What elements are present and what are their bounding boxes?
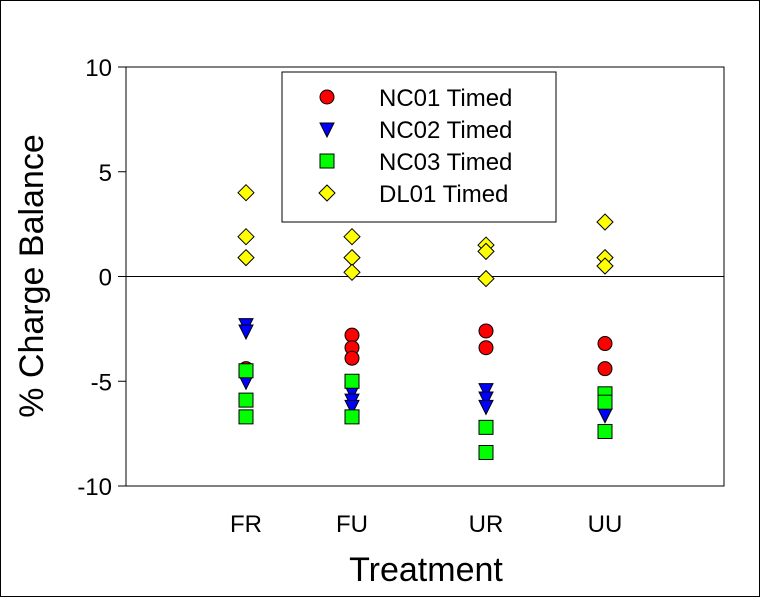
legend-label-nc03-timed: NC03 Timed [379, 149, 512, 176]
dl01-timed-point [237, 227, 255, 246]
nc03-timed-point [478, 444, 494, 460]
x-axis-title: Treatment [349, 551, 503, 589]
nc03-timed-point [238, 409, 254, 425]
nc01-timed-point [344, 327, 360, 343]
legend-marker-nc02-timed [319, 122, 335, 139]
y-tick-label: -10 [77, 474, 112, 501]
legend: NC01 Timed NC02 Timed NC03 Timed DL01 Timed [281, 71, 557, 223]
nc01-timed-point [344, 350, 360, 366]
legend-marker-nc03-timed [319, 153, 335, 169]
dl01-timed-point [596, 213, 614, 231]
nc02-timed-point [238, 324, 254, 341]
dl01-timed-point [477, 269, 495, 288]
nc03-timed-point [478, 419, 494, 435]
nc01-timed-point [478, 323, 494, 339]
nc03-timed-point [597, 394, 613, 410]
dl01-timed-point [237, 248, 255, 267]
nc02-timed-point [344, 399, 360, 416]
y-axis-title: % Charge Balance [13, 134, 51, 418]
legend-marker-dl01-timed [318, 184, 336, 202]
nc03-timed-point [238, 363, 254, 379]
y-tick-label: 10 [85, 55, 112, 82]
nc03-timed-point [344, 373, 360, 389]
dl01-timed-point [343, 227, 361, 246]
nc03-timed-point [238, 392, 254, 408]
legend-label-nc01-timed: NC01 Timed [379, 85, 512, 112]
legend-label-dl01-timed: DL01 Timed [379, 181, 508, 208]
y-tick-label: -5 [91, 369, 112, 396]
x-tick-label: UR [469, 511, 504, 538]
dl01-timed-point [343, 263, 361, 282]
dl01-timed-point [477, 242, 495, 261]
x-tick-label: UU [588, 511, 623, 538]
legend-label-nc02-timed: NC02 Timed [379, 117, 512, 144]
nc03-timed-point [597, 424, 613, 440]
x-tick-label: FU [336, 511, 368, 538]
nc02-timed-point [478, 399, 494, 416]
nc01-timed-point [478, 340, 494, 356]
x-tick-label: FR [230, 511, 262, 538]
dl01-timed-point [237, 183, 255, 202]
legend-marker-nc01-timed [319, 89, 335, 105]
nc03-timed-point [344, 409, 360, 425]
nc01-timed-point [597, 336, 613, 352]
dl01-timed-point [596, 257, 614, 275]
nc02-timed-point [478, 383, 494, 399]
data-points [237, 183, 614, 460]
tick-labels: 10 5 0 -5 -10 FR FU UR UU [77, 55, 622, 538]
y-tick-label: 0 [99, 265, 112, 292]
nc01-timed-point [597, 361, 613, 377]
nc02-timed-point [478, 391, 494, 408]
y-tick-label: 5 [99, 160, 112, 187]
